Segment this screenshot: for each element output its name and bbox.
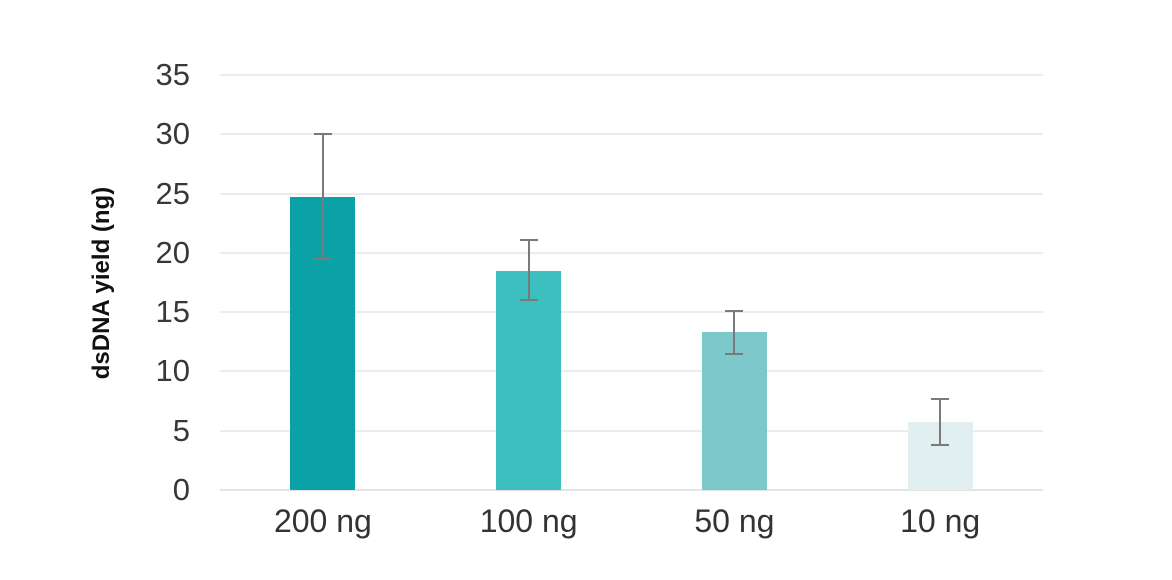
- x-axis-label: 200 ng: [273, 503, 372, 539]
- error-bar-cap-top: [313, 133, 332, 136]
- y-tick-label: 15: [155, 294, 190, 330]
- gridline-y5: [220, 429, 1043, 432]
- error-bar-cap-top: [725, 309, 744, 312]
- error-bar-line: [527, 239, 530, 301]
- gridline-y30: [220, 133, 1043, 136]
- y-tick-label: 10: [155, 353, 190, 389]
- error-bar-line: [321, 134, 324, 259]
- error-bar-line: [733, 310, 736, 354]
- error-bar-cap-bottom: [931, 443, 950, 446]
- bar-50-ng: [701, 332, 767, 490]
- y-tick-label: 20: [155, 234, 190, 270]
- x-axis-label: 10 ng: [900, 503, 981, 539]
- gridline-y35: [220, 74, 1043, 76]
- bar-100-ng: [496, 270, 562, 490]
- error-bar-cap-top: [519, 238, 538, 241]
- error-bar-cap-bottom: [725, 352, 744, 355]
- error-bar-line: [939, 398, 942, 445]
- y-tick-label: 0: [172, 472, 190, 507]
- gridline-y10: [220, 370, 1043, 373]
- y-tick-label: 5: [172, 412, 190, 448]
- y-axis-title: dsDNA yield (ng): [88, 186, 115, 380]
- x-axis-label: 100 ng: [479, 503, 578, 539]
- accent-block-top-left: [10, 0, 30, 46]
- gridline-y20: [220, 251, 1043, 254]
- gridline-y25: [220, 192, 1043, 195]
- error-bar-cap-bottom: [313, 257, 332, 260]
- y-tick-label: 30: [155, 116, 190, 152]
- x-axis-label: 50 ng: [694, 503, 775, 539]
- y-tick-label: 25: [155, 175, 190, 211]
- gridline-y15: [220, 311, 1043, 314]
- accent-bar-bottom: [0, 569, 1172, 580]
- gridline-y0: [220, 489, 1043, 491]
- error-bar-cap-bottom: [519, 299, 538, 302]
- error-bar-cap-top: [931, 397, 950, 400]
- y-tick-label: 35: [155, 57, 190, 92]
